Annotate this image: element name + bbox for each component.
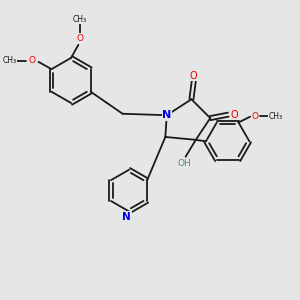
Text: O: O [230, 110, 238, 120]
Text: N: N [122, 212, 131, 222]
Text: O: O [76, 34, 83, 43]
Text: OH: OH [177, 158, 191, 167]
Text: O: O [251, 112, 259, 121]
Text: CH₃: CH₃ [268, 112, 282, 121]
Text: CH₃: CH₃ [73, 15, 87, 24]
Text: CH₃: CH₃ [2, 56, 16, 65]
Text: O: O [28, 56, 36, 65]
Text: O: O [190, 70, 198, 80]
Text: N: N [162, 110, 171, 120]
